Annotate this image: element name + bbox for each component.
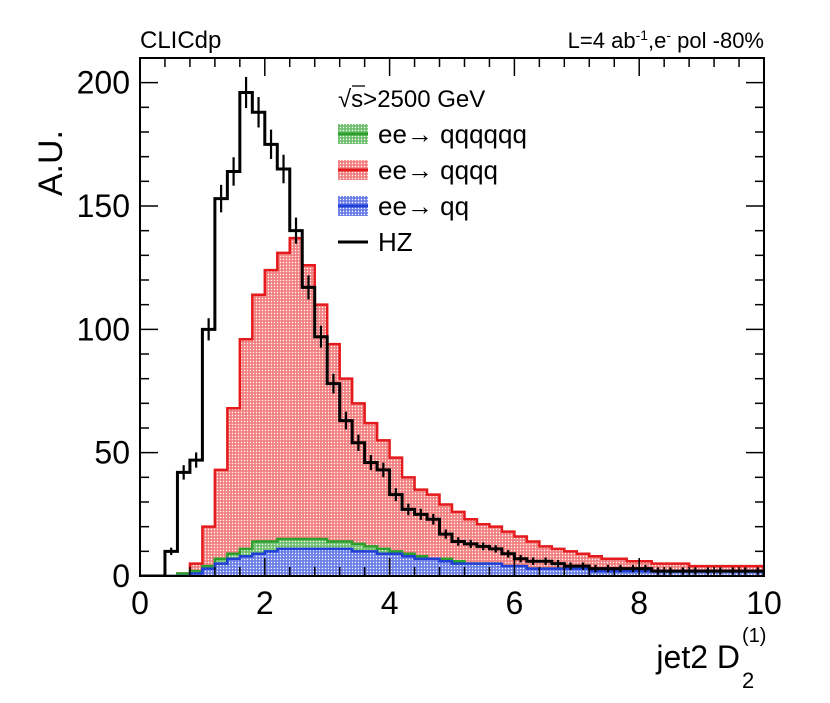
histogram-layer bbox=[140, 76, 764, 576]
x-tick-label: 2 bbox=[256, 585, 274, 621]
legend-entry-hz: HZ bbox=[378, 227, 413, 257]
y-axis-title: A.U. bbox=[32, 130, 70, 196]
y-tick-label: 200 bbox=[77, 65, 130, 101]
legend-entry-qq: ee→ qq bbox=[378, 191, 469, 221]
legend: √s>2500 GeV ee→ qqqqqq ee→ qqqq ee→ qq H… bbox=[338, 85, 527, 257]
x-axis-title: jet2 D bbox=[655, 639, 740, 675]
series-fill-qqqq bbox=[140, 238, 764, 576]
legend-entry-qqqqqq: ee→ qqqqqq bbox=[378, 119, 527, 149]
run-conditions-label: L=4 ab-1,e- pol -80% bbox=[568, 27, 764, 53]
legend-entry-qqqq: ee→ qqqq bbox=[378, 155, 498, 185]
x-axis-title-subscript: 2 bbox=[742, 668, 754, 693]
x-tick-label: 0 bbox=[131, 585, 149, 621]
x-tick-label: 10 bbox=[746, 585, 782, 621]
series-line-hz bbox=[140, 91, 764, 576]
y-tick-label: 150 bbox=[77, 188, 130, 224]
x-tick-label: 6 bbox=[506, 585, 524, 621]
x-axis-title-superscript: (1) bbox=[742, 625, 766, 647]
x-tick-label: 4 bbox=[381, 585, 399, 621]
y-tick-label: 0 bbox=[112, 558, 130, 594]
series-line-qqqq bbox=[140, 236, 764, 576]
y-tick-label: 100 bbox=[77, 311, 130, 347]
legend-title: √s>2500 GeV bbox=[338, 86, 485, 113]
y-tick-label: 50 bbox=[94, 435, 130, 471]
x-tick-label: 8 bbox=[630, 585, 648, 621]
plot-frame bbox=[139, 57, 765, 577]
series-line-qq bbox=[140, 547, 764, 576]
experiment-label: CLICdp bbox=[140, 27, 221, 54]
